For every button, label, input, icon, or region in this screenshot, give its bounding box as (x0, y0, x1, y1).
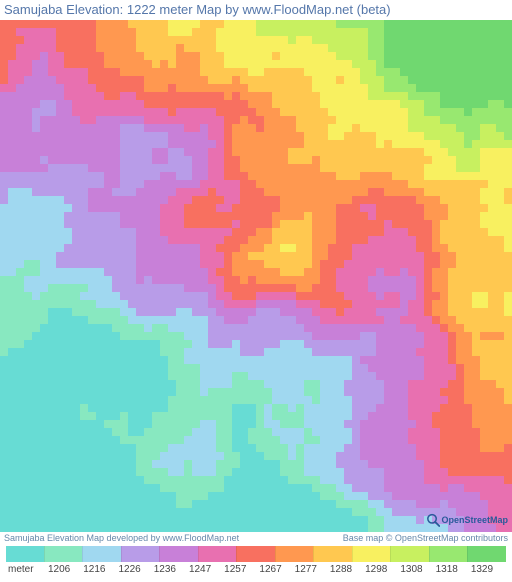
legend-tick: 1308 (400, 564, 435, 575)
legend-tick: 1277 (295, 564, 330, 575)
legend-swatch (44, 546, 83, 562)
heatmap-canvas (0, 20, 512, 532)
legend-swatch (275, 546, 314, 562)
legend-tick: 1236 (154, 564, 189, 575)
legend-swatch (352, 546, 391, 562)
legend-swatch (467, 546, 506, 562)
legend-swatch (159, 546, 198, 562)
legend-color-bar (6, 546, 506, 562)
legend-tick: 1257 (224, 564, 259, 575)
legend-swatch (198, 546, 237, 562)
footer-bar: Samujaba Elevation Map developed by www.… (0, 532, 512, 544)
footer-credit-right: Base map © OpenStreetMap contributors (343, 533, 508, 543)
legend-tick: 1298 (365, 564, 400, 575)
legend-swatch (236, 546, 275, 562)
legend-tick: 1267 (259, 564, 294, 575)
legend-tick: 1288 (330, 564, 365, 575)
osm-attribution[interactable]: OpenStreetMap (426, 510, 508, 530)
legend-tick: 1329 (471, 564, 506, 575)
magnifier-icon (426, 511, 440, 529)
legend-swatch (313, 546, 352, 562)
legend-tick: 1206 (48, 564, 83, 575)
legend-unit: meter (6, 564, 48, 575)
map-title: Samujaba Elevation: 1222 meter Map by ww… (0, 0, 512, 20)
color-legend: meter 1206121612261236124712571267127712… (0, 544, 512, 582)
legend-tick-labels: meter 1206121612261236124712571267127712… (6, 564, 506, 575)
legend-swatch (82, 546, 121, 562)
legend-swatch (121, 546, 160, 562)
footer-credit-left: Samujaba Elevation Map developed by www.… (4, 533, 239, 543)
elevation-map: OpenStreetMap (0, 20, 512, 532)
legend-swatch (429, 546, 468, 562)
legend-tick: 1247 (189, 564, 224, 575)
legend-tick: 1216 (83, 564, 118, 575)
legend-tick: 1318 (436, 564, 471, 575)
legend-swatch (390, 546, 429, 562)
osm-label: OpenStreetMap (441, 515, 508, 525)
legend-swatch (6, 546, 44, 562)
legend-tick: 1226 (118, 564, 153, 575)
